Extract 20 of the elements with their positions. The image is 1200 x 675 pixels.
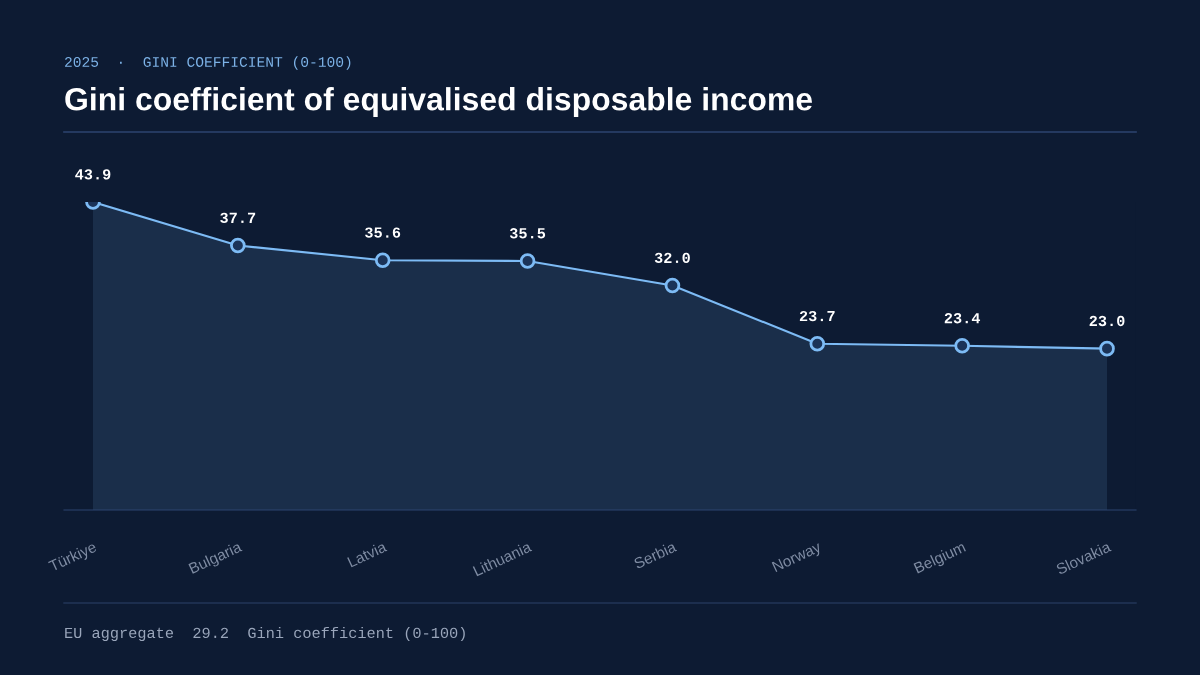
data-label: 23.7 bbox=[799, 310, 835, 322]
point bbox=[230, 237, 246, 254]
data-label: 37.7 bbox=[220, 212, 256, 224]
x-tick-label: Serbia bbox=[633, 540, 678, 570]
chart-title: Gini coefficient of equivalised disposable income bbox=[65, 87, 812, 117]
data-label: 32.0 bbox=[654, 252, 690, 264]
data-label: 23.4 bbox=[944, 312, 981, 324]
data-label: 23.0 bbox=[1089, 315, 1125, 327]
point bbox=[954, 338, 970, 354]
data-label: 35.5 bbox=[509, 228, 546, 239]
point bbox=[374, 252, 391, 269]
point bbox=[809, 335, 826, 352]
point bbox=[664, 277, 681, 294]
chart-subtitle: 2025 · GINI COEFFICIENT (0-100) bbox=[65, 56, 351, 70]
data-label: 43.9 bbox=[75, 169, 111, 180]
point bbox=[519, 253, 536, 269]
text: EU aggregate 29.2 Gini coefficient (0-100) bbox=[65, 626, 465, 642]
data-label: 35.6 bbox=[365, 227, 401, 238]
x-tick-label: Latvia bbox=[346, 540, 388, 568]
point bbox=[1099, 340, 1115, 357]
